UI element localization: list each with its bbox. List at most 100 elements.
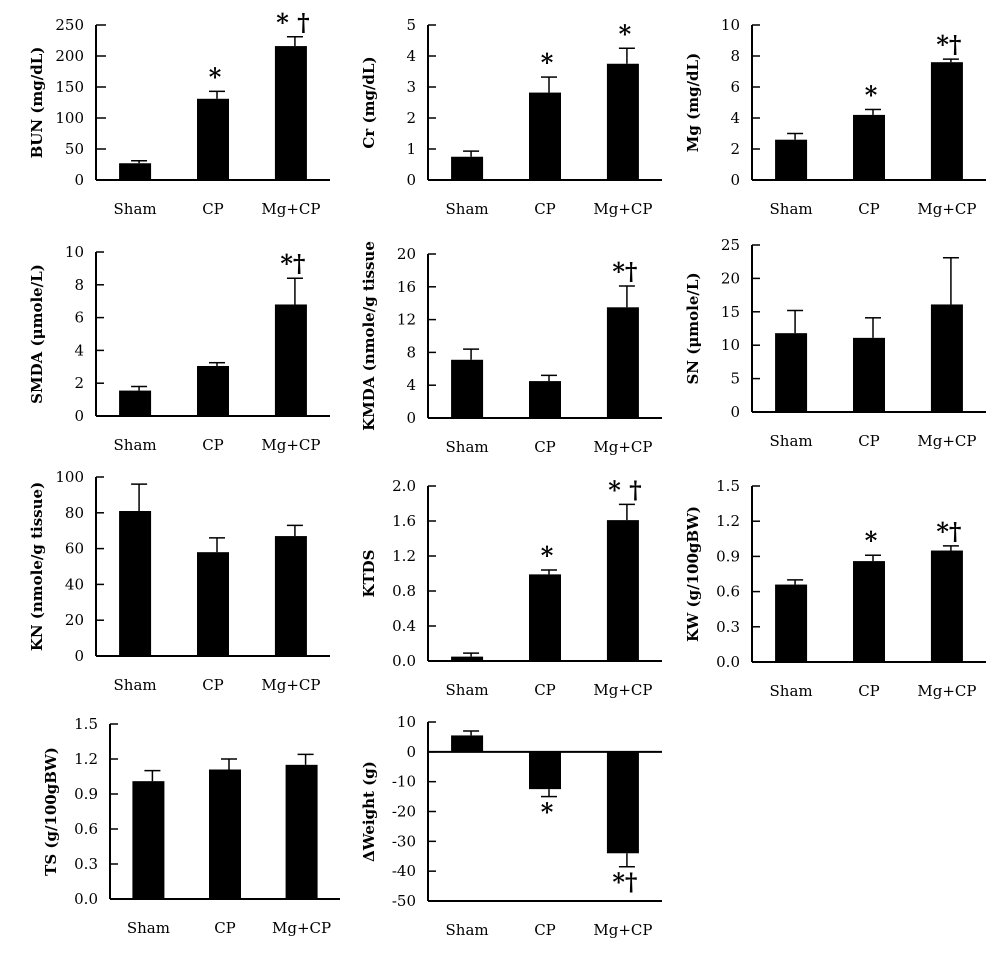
y-tick-label: 0.0 xyxy=(74,890,98,908)
y-tick-label: 16 xyxy=(397,278,416,296)
y-tick-label: 5 xyxy=(730,370,740,388)
significance-marker: *† xyxy=(612,257,637,286)
y-tick-label: 10 xyxy=(721,16,740,34)
bar-mg-cp xyxy=(606,63,639,180)
chart-panel-8: 0.0 0.4 0.8 1.2 1.6 2.0 Sham * CP * † Mg+CP KTDS xyxy=(360,475,662,699)
y-tick-label: 1.2 xyxy=(74,750,98,768)
y-tick-label: 40 xyxy=(65,575,84,593)
y-axis-title: SN (μmole/L) xyxy=(684,272,702,384)
significance-marker: * xyxy=(209,62,222,91)
y-tick-label: 0 xyxy=(74,407,84,425)
significance-marker: * xyxy=(865,80,878,109)
x-category-label: Sham xyxy=(114,200,157,218)
x-category-label: CP xyxy=(534,200,556,218)
bar-sham xyxy=(132,781,165,899)
y-tick-label: 2 xyxy=(74,374,84,392)
significance-marker: * xyxy=(541,541,554,570)
y-tick-label: 0.9 xyxy=(74,785,98,803)
y-tick-label: 3 xyxy=(406,78,416,96)
bar-mg-cp xyxy=(606,307,639,418)
x-category-label: Mg+CP xyxy=(261,676,320,694)
y-axis-title: SMDA (μmole/L) xyxy=(28,264,46,404)
bar-mg-cp xyxy=(274,536,307,656)
x-category-label: CP xyxy=(202,200,224,218)
bar-mg-cp xyxy=(606,751,639,854)
y-tick-label: 2 xyxy=(406,109,416,127)
bar-sham xyxy=(119,511,152,656)
y-axis-title: ΔWeight (g) xyxy=(360,761,378,862)
y-tick-label: 100 xyxy=(55,109,84,127)
significance-marker: *† xyxy=(612,868,637,897)
y-tick-label: -30 xyxy=(392,832,416,850)
y-tick-label: 25 xyxy=(721,236,740,254)
bar-mg-cp xyxy=(930,62,963,181)
x-category-label: Mg+CP xyxy=(261,200,320,218)
x-category-label: CP xyxy=(202,676,224,694)
y-tick-label: 8 xyxy=(730,47,740,65)
bar-mg-cp xyxy=(930,304,963,412)
x-category-label: Sham xyxy=(446,438,489,456)
x-category-label: Mg+CP xyxy=(272,919,331,937)
bar-sham xyxy=(451,735,484,752)
y-tick-label: 0.6 xyxy=(74,820,98,838)
y-tick-label: 150 xyxy=(55,78,84,96)
y-tick-label: 2 xyxy=(730,140,740,158)
x-category-label: Sham xyxy=(770,432,813,450)
bar-sham xyxy=(451,359,484,418)
x-category-label: Sham xyxy=(127,919,170,937)
y-axis-title: KTDS xyxy=(360,549,378,597)
y-tick-label: 10 xyxy=(65,243,84,261)
y-tick-label: 4 xyxy=(730,109,740,127)
bar-sham xyxy=(775,584,808,662)
bar-mg-cp xyxy=(606,520,639,661)
y-axis-title: Mg (mg/dL) xyxy=(684,53,702,152)
y-axis-title: BUN (mg/dL) xyxy=(28,47,46,159)
bar-mg-cp xyxy=(285,764,318,899)
bar-sham xyxy=(775,139,808,180)
y-tick-label: 2.0 xyxy=(392,477,416,495)
y-tick-label: 0.3 xyxy=(716,618,740,636)
y-tick-label: 6 xyxy=(730,78,740,96)
y-tick-label: 0.0 xyxy=(716,653,740,671)
bar-cp xyxy=(197,365,229,416)
y-tick-label: 6 xyxy=(74,309,84,327)
y-tick-label: 20 xyxy=(721,269,740,287)
y-tick-label: 4 xyxy=(406,376,416,394)
y-tick-label: 0 xyxy=(74,171,84,189)
significance-marker: * xyxy=(865,526,878,555)
x-category-label: Mg+CP xyxy=(593,200,652,218)
bar-sham xyxy=(775,333,808,412)
chart-panel-10: 0.0 0.3 0.6 0.9 1.2 1.5 Sham CP Mg+CP TS (g/100gB… xyxy=(42,715,340,937)
chart-panel-7: 0 20 40 60 80 100 Sham CP Mg+CP KN (nmole/g tissu… xyxy=(28,468,330,694)
x-category-label: Sham xyxy=(446,681,489,699)
x-category-label: CP xyxy=(534,438,556,456)
y-tick-label: 1.6 xyxy=(392,512,416,530)
y-tick-label: 1.5 xyxy=(74,715,98,733)
significance-marker: * xyxy=(541,48,554,77)
significance-marker: * † xyxy=(276,8,309,37)
y-tick-label: 0.3 xyxy=(74,855,98,873)
chart-panel-4: 0 2 4 6 8 10 Sham CP *† Mg+CP SMDA (μmole/L) xyxy=(28,243,330,454)
significance-marker: *† xyxy=(936,517,961,546)
y-axis-title: KMDA (nmole/g tissue xyxy=(360,241,378,431)
chart-panel-1: 0 50 100 150 200 250 Sham * CP * † Mg+CP BUN (mg/dL… xyxy=(28,8,330,218)
x-category-label: CP xyxy=(858,682,880,700)
y-tick-label: 1 xyxy=(406,140,416,158)
chart-panel-11: -50 -40 -30 -20 -10 0 10 Sham * CP *† Mg+CP ΔWeight … xyxy=(360,713,662,939)
y-tick-label: 10 xyxy=(721,336,740,354)
y-tick-label: 250 xyxy=(55,16,84,34)
y-tick-label: 1.2 xyxy=(716,512,740,530)
bar-cp xyxy=(197,98,229,180)
bar-cp xyxy=(529,381,561,418)
chart-panel-2: 0 1 2 3 4 5 Sham * CP * Mg+CP Cr (mg/dL) xyxy=(360,16,662,218)
y-tick-label: 8 xyxy=(406,343,416,361)
y-tick-label: 4 xyxy=(406,47,416,65)
bar-cp xyxy=(853,337,885,412)
y-tick-label: 4 xyxy=(74,341,84,359)
x-category-label: Mg+CP xyxy=(593,438,652,456)
y-axis-title: KN (nmole/g tissue) xyxy=(28,482,46,651)
x-category-label: Sham xyxy=(446,921,489,939)
bar-cp xyxy=(529,92,561,180)
y-tick-label: -10 xyxy=(392,773,416,791)
x-category-label: CP xyxy=(858,200,880,218)
